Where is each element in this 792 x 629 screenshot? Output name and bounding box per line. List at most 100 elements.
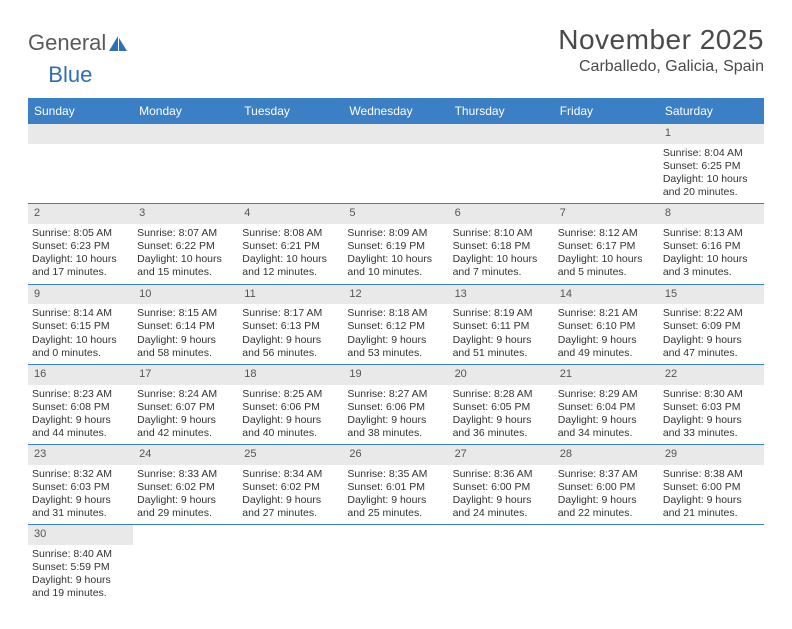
sunrise-text: Sunrise: 8:05 AM xyxy=(32,227,129,240)
day-cell: 20Sunrise: 8:28 AMSunset: 6:05 PMDayligh… xyxy=(449,365,554,444)
sunrise-text: Sunrise: 8:25 AM xyxy=(242,388,339,401)
day-cell: 11Sunrise: 8:17 AMSunset: 6:13 PMDayligh… xyxy=(238,285,343,364)
sunrise-text: Sunrise: 8:27 AM xyxy=(347,388,444,401)
day-number: 11 xyxy=(238,285,343,305)
daylight-text: Daylight: 10 hours and 7 minutes. xyxy=(453,253,550,279)
day-number: 29 xyxy=(659,445,764,465)
day-body: Sunrise: 8:15 AMSunset: 6:14 PMDaylight:… xyxy=(133,304,238,364)
day-number: 15 xyxy=(659,285,764,305)
sunrise-text: Sunrise: 8:13 AM xyxy=(663,227,760,240)
sunrise-text: Sunrise: 8:10 AM xyxy=(453,227,550,240)
day-number: 9 xyxy=(28,285,133,305)
empty-cell xyxy=(28,124,133,203)
day-number: 20 xyxy=(449,365,554,385)
day-body: Sunrise: 8:09 AMSunset: 6:19 PMDaylight:… xyxy=(343,224,448,284)
day-body: Sunrise: 8:21 AMSunset: 6:10 PMDaylight:… xyxy=(554,304,659,364)
day-number: 27 xyxy=(449,445,554,465)
dow-thursday: Thursday xyxy=(449,98,554,124)
sunset-text: Sunset: 6:08 PM xyxy=(32,401,129,414)
daylight-text: Daylight: 9 hours and 24 minutes. xyxy=(453,494,550,520)
brand-general: General xyxy=(28,30,106,56)
sunset-text: Sunset: 6:25 PM xyxy=(663,160,760,173)
day-cell: 10Sunrise: 8:15 AMSunset: 6:14 PMDayligh… xyxy=(133,285,238,364)
day-cell: 28Sunrise: 8:37 AMSunset: 6:00 PMDayligh… xyxy=(554,445,659,524)
day-body: Sunrise: 8:38 AMSunset: 6:00 PMDaylight:… xyxy=(659,465,764,525)
day-body: Sunrise: 8:12 AMSunset: 6:17 PMDaylight:… xyxy=(554,224,659,284)
sunset-text: Sunset: 5:59 PM xyxy=(32,561,129,574)
sunset-text: Sunset: 6:02 PM xyxy=(137,481,234,494)
day-body: Sunrise: 8:37 AMSunset: 6:00 PMDaylight:… xyxy=(554,465,659,525)
sunset-text: Sunset: 6:04 PM xyxy=(558,401,655,414)
day-cell: 23Sunrise: 8:32 AMSunset: 6:03 PMDayligh… xyxy=(28,445,133,524)
day-cell: 6Sunrise: 8:10 AMSunset: 6:18 PMDaylight… xyxy=(449,204,554,283)
empty-cell xyxy=(659,525,764,604)
day-body: Sunrise: 8:27 AMSunset: 6:06 PMDaylight:… xyxy=(343,385,448,445)
day-cell: 17Sunrise: 8:24 AMSunset: 6:07 PMDayligh… xyxy=(133,365,238,444)
day-number: 10 xyxy=(133,285,238,305)
location: Carballedo, Galicia, Spain xyxy=(558,58,764,76)
month-title: November 2025 xyxy=(558,24,764,56)
daylight-text: Daylight: 10 hours and 10 minutes. xyxy=(347,253,444,279)
day-cell: 19Sunrise: 8:27 AMSunset: 6:06 PMDayligh… xyxy=(343,365,448,444)
day-number: 8 xyxy=(659,204,764,224)
day-number: 28 xyxy=(554,445,659,465)
sunrise-text: Sunrise: 8:19 AM xyxy=(453,307,550,320)
empty-cell xyxy=(449,525,554,604)
day-body: Sunrise: 8:34 AMSunset: 6:02 PMDaylight:… xyxy=(238,465,343,525)
sunset-text: Sunset: 6:13 PM xyxy=(242,320,339,333)
day-number: 3 xyxy=(133,204,238,224)
day-cell: 29Sunrise: 8:38 AMSunset: 6:00 PMDayligh… xyxy=(659,445,764,524)
sunset-text: Sunset: 6:00 PM xyxy=(663,481,760,494)
day-body: Sunrise: 8:10 AMSunset: 6:18 PMDaylight:… xyxy=(449,224,554,284)
day-cell: 14Sunrise: 8:21 AMSunset: 6:10 PMDayligh… xyxy=(554,285,659,364)
sunset-text: Sunset: 6:17 PM xyxy=(558,240,655,253)
sunrise-text: Sunrise: 8:21 AM xyxy=(558,307,655,320)
sunset-text: Sunset: 6:19 PM xyxy=(347,240,444,253)
sunrise-text: Sunrise: 8:29 AM xyxy=(558,388,655,401)
daylight-text: Daylight: 10 hours and 20 minutes. xyxy=(663,173,760,199)
daylight-text: Daylight: 9 hours and 53 minutes. xyxy=(347,334,444,360)
day-body: Sunrise: 8:33 AMSunset: 6:02 PMDaylight:… xyxy=(133,465,238,525)
sunrise-text: Sunrise: 8:18 AM xyxy=(347,307,444,320)
day-number: 24 xyxy=(133,445,238,465)
day-number: 14 xyxy=(554,285,659,305)
day-body: Sunrise: 8:23 AMSunset: 6:08 PMDaylight:… xyxy=(28,385,133,445)
day-number xyxy=(343,124,448,144)
week-row: 23Sunrise: 8:32 AMSunset: 6:03 PMDayligh… xyxy=(28,445,764,525)
day-body: Sunrise: 8:25 AMSunset: 6:06 PMDaylight:… xyxy=(238,385,343,445)
daylight-text: Daylight: 9 hours and 44 minutes. xyxy=(32,414,129,440)
day-body: Sunrise: 8:13 AMSunset: 6:16 PMDaylight:… xyxy=(659,224,764,284)
daylight-text: Daylight: 9 hours and 38 minutes. xyxy=(347,414,444,440)
sunset-text: Sunset: 6:16 PM xyxy=(663,240,760,253)
daylight-text: Daylight: 9 hours and 56 minutes. xyxy=(242,334,339,360)
day-body: Sunrise: 8:18 AMSunset: 6:12 PMDaylight:… xyxy=(343,304,448,364)
daylight-text: Daylight: 10 hours and 17 minutes. xyxy=(32,253,129,279)
day-body: Sunrise: 8:29 AMSunset: 6:04 PMDaylight:… xyxy=(554,385,659,445)
day-cell: 3Sunrise: 8:07 AMSunset: 6:22 PMDaylight… xyxy=(133,204,238,283)
day-number: 17 xyxy=(133,365,238,385)
day-number: 30 xyxy=(28,525,133,545)
sunset-text: Sunset: 6:14 PM xyxy=(137,320,234,333)
daylight-text: Daylight: 9 hours and 19 minutes. xyxy=(32,574,129,600)
daylight-text: Daylight: 10 hours and 15 minutes. xyxy=(137,253,234,279)
sunset-text: Sunset: 6:03 PM xyxy=(663,401,760,414)
sunrise-text: Sunrise: 8:08 AM xyxy=(242,227,339,240)
sunrise-text: Sunrise: 8:28 AM xyxy=(453,388,550,401)
sunrise-text: Sunrise: 8:40 AM xyxy=(32,548,129,561)
daylight-text: Daylight: 9 hours and 29 minutes. xyxy=(137,494,234,520)
week-row: 30 Sunrise: 8:40 AMSunset: 5:59 PMDayligh… xyxy=(28,525,764,604)
brand-blue: Blue xyxy=(48,62,92,88)
daylight-text: Daylight: 9 hours and 51 minutes. xyxy=(453,334,550,360)
day-number: 19 xyxy=(343,365,448,385)
dow-sunday: Sunday xyxy=(28,98,133,124)
day-number: 12 xyxy=(343,285,448,305)
sunrise-text: Sunrise: 8:36 AM xyxy=(453,468,550,481)
day-cell: 2Sunrise: 8:05 AMSunset: 6:23 PMDaylight… xyxy=(28,204,133,283)
day-cell: 9Sunrise: 8:14 AMSunset: 6:15 PMDaylight… xyxy=(28,285,133,364)
sunset-text: Sunset: 6:09 PM xyxy=(663,320,760,333)
page: General November 2025 Carballedo, Galici… xyxy=(0,0,792,629)
day-body: Sunrise: 8:19 AMSunset: 6:11 PMDaylight:… xyxy=(449,304,554,364)
sail-icon xyxy=(108,35,128,53)
day-cell: 21Sunrise: 8:29 AMSunset: 6:04 PMDayligh… xyxy=(554,365,659,444)
daylight-text: Daylight: 9 hours and 36 minutes. xyxy=(453,414,550,440)
